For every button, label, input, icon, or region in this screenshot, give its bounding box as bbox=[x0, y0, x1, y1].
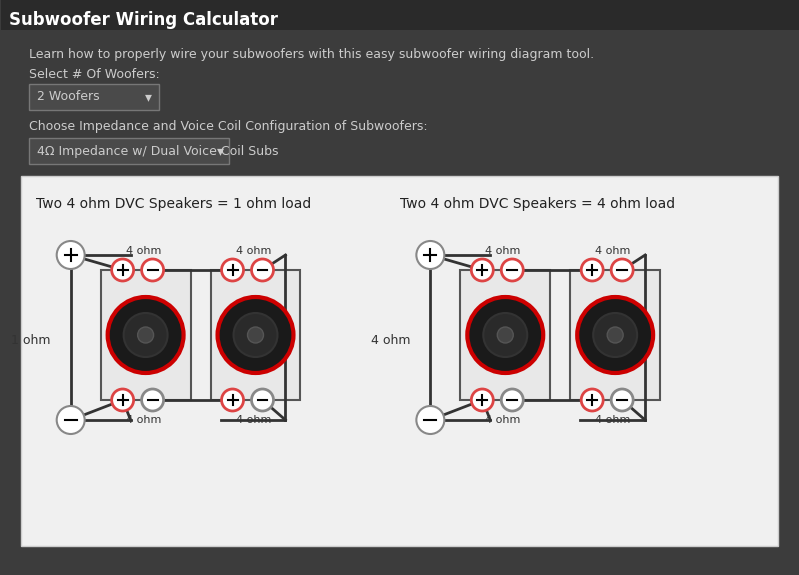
Circle shape bbox=[112, 259, 133, 281]
Circle shape bbox=[581, 259, 603, 281]
Text: ▾: ▾ bbox=[217, 144, 224, 158]
Text: Select # Of Woofers:: Select # Of Woofers: bbox=[29, 68, 160, 81]
Text: 4 ohm: 4 ohm bbox=[595, 415, 630, 425]
Text: 1 ohm: 1 ohm bbox=[11, 334, 50, 347]
Circle shape bbox=[611, 389, 633, 411]
Circle shape bbox=[141, 259, 164, 281]
Text: 2 Woofers: 2 Woofers bbox=[37, 90, 99, 104]
Circle shape bbox=[467, 297, 543, 373]
Bar bbox=[29, 84, 159, 110]
Text: Choose Impedance and Voice Coil Configuration of Subwoofers:: Choose Impedance and Voice Coil Configur… bbox=[29, 120, 427, 133]
Bar bbox=[211, 270, 300, 400]
Bar bbox=[21, 176, 778, 546]
Bar bbox=[570, 270, 660, 400]
Circle shape bbox=[221, 259, 244, 281]
Circle shape bbox=[501, 389, 523, 411]
Circle shape bbox=[483, 313, 527, 357]
Circle shape bbox=[593, 313, 637, 357]
Bar bbox=[29, 138, 229, 164]
Text: Two 4 ohm DVC Speakers = 4 ohm load: Two 4 ohm DVC Speakers = 4 ohm load bbox=[400, 197, 675, 211]
Text: 4 ohm: 4 ohm bbox=[125, 415, 161, 425]
Bar bbox=[460, 270, 551, 400]
Text: 4 ohm: 4 ohm bbox=[485, 246, 521, 256]
Text: 4 ohm: 4 ohm bbox=[371, 334, 411, 347]
Text: Subwoofer Wiring Calculator: Subwoofer Wiring Calculator bbox=[9, 11, 278, 29]
Text: 4 ohm: 4 ohm bbox=[236, 415, 271, 425]
Circle shape bbox=[137, 327, 153, 343]
Circle shape bbox=[57, 241, 85, 269]
Circle shape bbox=[416, 406, 444, 434]
Circle shape bbox=[577, 297, 653, 373]
Circle shape bbox=[252, 389, 273, 411]
Text: Two 4 ohm DVC Speakers = 1 ohm load: Two 4 ohm DVC Speakers = 1 ohm load bbox=[36, 197, 311, 211]
Circle shape bbox=[112, 389, 133, 411]
Circle shape bbox=[221, 389, 244, 411]
Bar bbox=[101, 270, 191, 400]
Text: 4 ohm: 4 ohm bbox=[125, 246, 161, 256]
Circle shape bbox=[141, 389, 164, 411]
Circle shape bbox=[233, 313, 277, 357]
Circle shape bbox=[108, 297, 184, 373]
Circle shape bbox=[57, 406, 85, 434]
Text: Learn how to properly wire your subwoofers with this easy subwoofer wiring diagr: Learn how to properly wire your subwoofe… bbox=[29, 48, 594, 61]
Circle shape bbox=[497, 327, 513, 343]
Bar bbox=[1, 0, 799, 30]
Circle shape bbox=[611, 259, 633, 281]
Text: 4 ohm: 4 ohm bbox=[236, 246, 271, 256]
Circle shape bbox=[252, 259, 273, 281]
Circle shape bbox=[124, 313, 168, 357]
Circle shape bbox=[501, 259, 523, 281]
Circle shape bbox=[248, 327, 264, 343]
Circle shape bbox=[217, 297, 293, 373]
Text: 4 ohm: 4 ohm bbox=[485, 415, 521, 425]
Circle shape bbox=[607, 327, 623, 343]
Text: ▾: ▾ bbox=[145, 90, 152, 104]
Circle shape bbox=[471, 259, 493, 281]
Circle shape bbox=[581, 389, 603, 411]
Circle shape bbox=[416, 241, 444, 269]
Text: 4Ω Impedance w/ Dual Voice Coil Subs: 4Ω Impedance w/ Dual Voice Coil Subs bbox=[37, 144, 278, 158]
Circle shape bbox=[471, 389, 493, 411]
Text: 4 ohm: 4 ohm bbox=[595, 246, 630, 256]
